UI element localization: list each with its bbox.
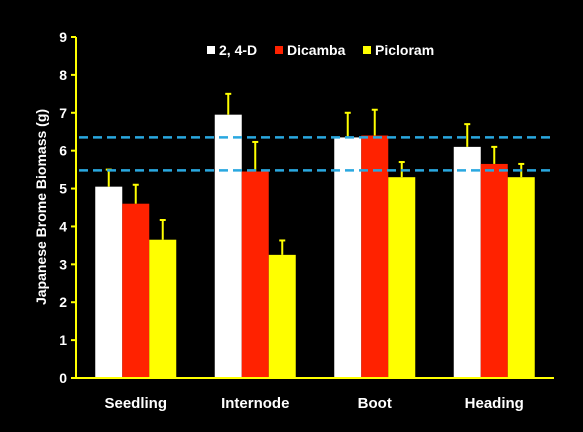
bar-picloram	[149, 239, 177, 378]
bar-dicamba	[480, 163, 508, 378]
bar-picloram	[388, 177, 416, 378]
reference-lines	[79, 136, 554, 172]
legend-swatch	[275, 46, 283, 54]
y-tick-label: 9	[59, 29, 67, 45]
y-tick-label: 5	[59, 181, 67, 197]
bar-dicamba	[241, 171, 269, 378]
y-axis-label: Japanese Brome Biomass (g)	[33, 109, 49, 305]
legend-label: Dicamba	[287, 42, 346, 58]
x-axis-labels: Seedling Internode Boot Heading	[104, 395, 523, 412]
y-tick-label: 0	[59, 370, 67, 386]
bar-2-4-d	[453, 146, 481, 378]
legend-swatch	[207, 46, 215, 54]
legend: 2, 4-D Dicamba Picloram	[207, 42, 434, 58]
x-category-label: Heading	[465, 395, 524, 412]
x-category-label: Internode	[221, 395, 289, 412]
legend-swatch	[363, 46, 371, 54]
bar-picloram	[268, 254, 296, 378]
bar-dicamba	[122, 203, 150, 378]
legend-label: Picloram	[375, 42, 434, 58]
bar-2-4-d	[334, 137, 362, 378]
bar-2-4-d	[95, 186, 123, 378]
bar-dicamba	[361, 135, 389, 378]
bar-2-4-d	[214, 114, 242, 378]
x-category-label: Boot	[358, 395, 392, 412]
y-tick-label: 7	[59, 105, 67, 121]
plot-area	[95, 92, 535, 378]
y-tick-label: 1	[59, 332, 67, 348]
bar-picloram	[507, 177, 535, 378]
axes	[75, 37, 554, 379]
legend-label: 2, 4-D	[219, 42, 257, 58]
x-category-label: Seedling	[104, 395, 167, 412]
y-tick-label: 6	[59, 143, 67, 159]
y-tick-label: 3	[59, 256, 67, 272]
y-tick-label: 8	[59, 67, 67, 83]
y-tick-label: 4	[59, 218, 67, 234]
y-tick-label: 2	[59, 294, 67, 310]
